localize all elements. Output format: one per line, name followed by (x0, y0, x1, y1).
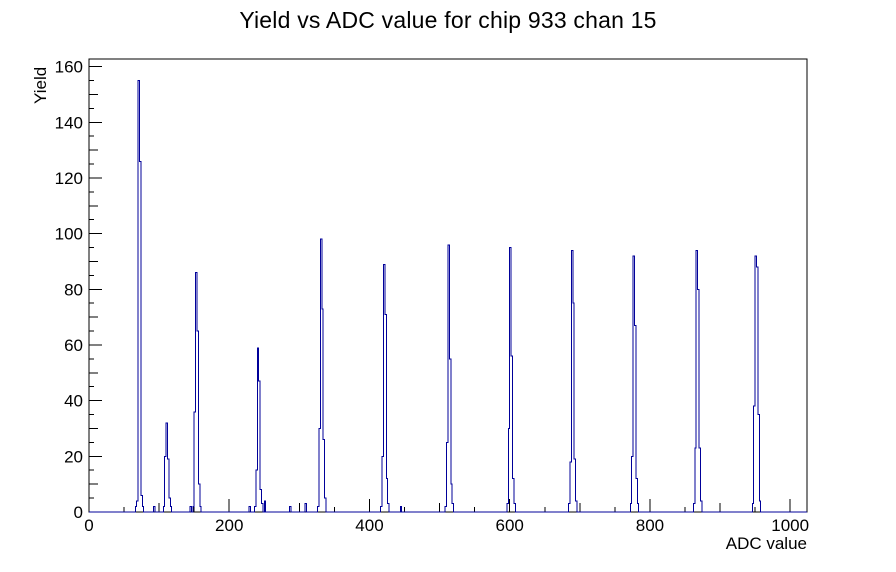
y-axis-title: Yield (31, 66, 50, 104)
x-tick-label: 200 (215, 516, 243, 535)
y-tick-label: 0 (74, 503, 83, 522)
x-tick-label: 400 (355, 516, 383, 535)
y-tick-label: 140 (55, 113, 83, 132)
histogram-line (89, 80, 807, 513)
plot-frame (88, 58, 808, 513)
x-tick-label: 0 (84, 516, 93, 535)
y-tick-label: 160 (55, 58, 83, 77)
y-tick-label: 20 (64, 447, 83, 466)
y-tick-label: 80 (64, 280, 83, 299)
y-tick-label: 120 (55, 169, 83, 188)
y-tick-label: 60 (64, 336, 83, 355)
x-tick-label: 1000 (771, 516, 809, 535)
x-tick-label: 800 (636, 516, 664, 535)
x-axis-title: ADC value (725, 534, 807, 553)
chart-title: Yield vs ADC value for chip 933 chan 15 (239, 7, 657, 33)
y-tick-label: 100 (55, 225, 83, 244)
y-tick-label: 40 (64, 392, 83, 411)
x-tick-label: 600 (496, 516, 524, 535)
